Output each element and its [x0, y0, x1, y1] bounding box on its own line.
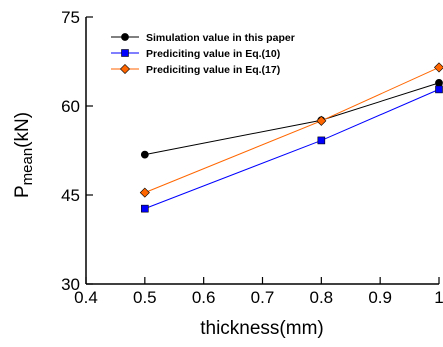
x-tick-label: 0.6 [192, 288, 216, 307]
legend-marker-shape [121, 49, 129, 57]
series-layer [139, 62, 443, 213]
data-point [316, 115, 327, 126]
y-axis-title-main: P [12, 185, 33, 198]
y-axis-title: Pmean(kN) [12, 112, 36, 198]
x-tick-label: 0.9 [368, 288, 392, 307]
data-point [141, 204, 149, 213]
legend-item: Simulation value in this paper [111, 32, 295, 44]
y-tick-label: 75 [61, 8, 80, 27]
legend: Simulation value in this paper Prediciti… [111, 32, 295, 76]
legend-marker-shape [119, 63, 131, 75]
x-axis-title: thickness(mm) [200, 318, 324, 339]
series-line [144, 66, 440, 194]
y-axis-title-unit: (kN) [12, 112, 33, 148]
legend-marker [119, 63, 131, 75]
data-point [317, 136, 326, 145]
x-tick-label: 0.5 [133, 288, 157, 307]
data-point [433, 62, 443, 73]
series-line [144, 88, 440, 210]
legend-label: Prediciting value in Eq.(17) [146, 64, 280, 76]
data-point [139, 187, 150, 198]
x-tick-label: 0.4 [74, 288, 98, 307]
data-point [435, 85, 443, 94]
legend-item: Prediciting value in Eq.(10) [111, 48, 280, 60]
series-line [144, 82, 440, 156]
x-tick-label: 0.8 [310, 288, 334, 307]
legend-label: Prediciting value in Eq.(10) [146, 48, 280, 60]
legend-marker-shape [121, 33, 129, 41]
y-axis-ticks: 30 45 60 75 [61, 8, 93, 294]
data-point [435, 78, 443, 87]
legend-item: Prediciting value in Eq.(17) [111, 63, 280, 76]
legend-marker [121, 49, 129, 57]
x-tick-label: 1 [434, 288, 443, 307]
y-tick-label: 60 [61, 97, 80, 116]
y-axis-title-sub: mean [19, 148, 36, 186]
legend-label: Simulation value in this paper [146, 32, 295, 44]
x-tick-label: 0.7 [251, 288, 275, 307]
legend-marker [121, 33, 129, 41]
y-tick-label: 30 [61, 275, 80, 294]
data-point [140, 150, 149, 159]
x-axis-ticks: 0.4 0.5 0.6 0.7 0.8 0.9 1 [74, 277, 443, 307]
y-tick-label: 45 [61, 186, 80, 205]
